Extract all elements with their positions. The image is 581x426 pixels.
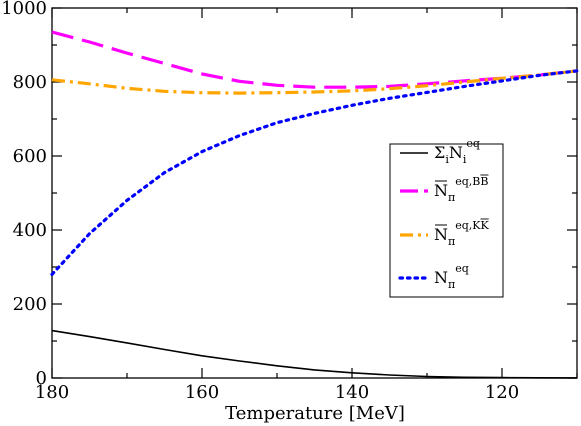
x-tick-label: 140 bbox=[335, 382, 369, 403]
legend-label-kkbar: N bbox=[434, 225, 448, 244]
series-line-sum bbox=[51, 329, 578, 379]
legend-label-sum: Σ bbox=[434, 143, 445, 162]
legend-label-kkbar: π bbox=[448, 235, 455, 248]
y-tick-label: 800 bbox=[13, 72, 47, 93]
y-tick-label: 400 bbox=[13, 220, 47, 241]
axis-ticks: 180 160 140 120 0 200 400 600 800 1000 bbox=[1, 0, 578, 403]
legend-label-sum: N bbox=[449, 143, 463, 162]
y-tick-label: 0 bbox=[36, 368, 47, 389]
series-line-bbbar bbox=[51, 30, 578, 89]
x-tick-label: 160 bbox=[185, 382, 219, 403]
series-line-pi bbox=[50, 69, 579, 276]
legend-label-kkbar: eq,KK bbox=[455, 219, 489, 232]
legend-label-pi: π bbox=[448, 278, 455, 291]
legend-box bbox=[389, 143, 504, 298]
x-tick-label: 120 bbox=[485, 382, 519, 403]
series-line-kkbar bbox=[51, 69, 578, 95]
legend-label-sum: i bbox=[445, 153, 449, 166]
legend-label-sum: i bbox=[463, 153, 467, 166]
x-axis-title: Temperature [MeV] bbox=[225, 403, 405, 424]
y-tick-label: 200 bbox=[13, 294, 47, 315]
series-lines bbox=[50, 30, 579, 379]
legend-label-bbbar: N bbox=[434, 181, 448, 200]
legend-label-pi: eq bbox=[455, 262, 469, 275]
legend-label-bbbar: π bbox=[448, 191, 455, 204]
legend-label-sum: eq bbox=[466, 137, 480, 150]
legend-label-bbbar: eq,BB bbox=[455, 175, 488, 188]
y-tick-label: 1000 bbox=[1, 0, 47, 19]
legend-label-pi: N bbox=[434, 268, 448, 287]
y-tick-label: 600 bbox=[13, 146, 47, 167]
x-tick-label: 180 bbox=[35, 382, 69, 403]
